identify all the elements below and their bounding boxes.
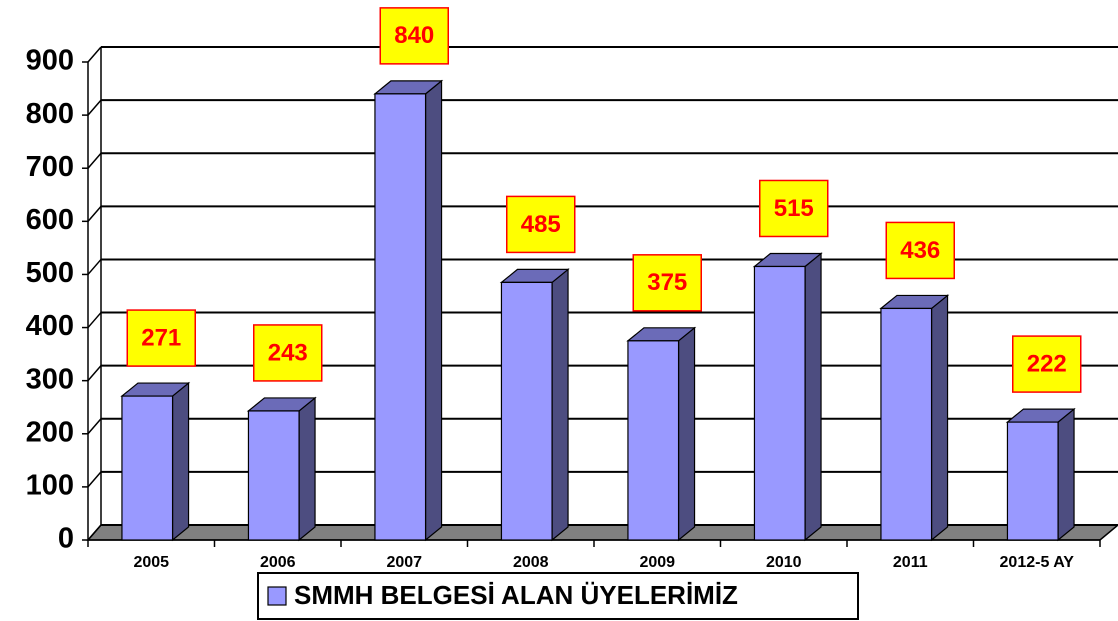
- legend-swatch: [267, 586, 287, 606]
- bar-front: [627, 340, 680, 541]
- value-label-box: [632, 254, 702, 312]
- y-tick-label: 100: [26, 470, 74, 502]
- x-tick-label: 2010: [766, 554, 802, 571]
- grid-diagonal: [87, 205, 102, 222]
- bar-front: [374, 93, 427, 541]
- bar-side: [298, 396, 316, 542]
- bar: [626, 326, 697, 542]
- bar-side: [1057, 407, 1075, 542]
- bar-front: [500, 281, 553, 541]
- grid-diagonal: [87, 418, 102, 435]
- bar-front: [753, 265, 806, 541]
- floor: [86, 524, 1118, 541]
- legend-box: [257, 572, 859, 620]
- value-label: 222: [1027, 350, 1067, 377]
- value-label-box: [126, 309, 196, 367]
- value-label-box: [759, 179, 829, 238]
- value-label-box: [253, 324, 323, 382]
- x-tick-label: 2012-5 AY: [1000, 554, 1075, 571]
- y-tick-label: 0: [58, 523, 74, 555]
- grid-diagonal: [87, 46, 102, 63]
- legend-label: SMMH BELGESİ ALAN ÜYELERİMİZ: [294, 580, 738, 610]
- y-tick-label: 700: [26, 151, 74, 183]
- bar-side: [424, 79, 443, 542]
- grid-diagonal: [87, 471, 102, 488]
- value-label-box: [379, 7, 449, 65]
- grid-diagonal: [87, 152, 102, 169]
- bar: [120, 381, 191, 542]
- bar-side: [930, 294, 949, 542]
- y-tick-label: 800: [26, 98, 74, 130]
- bar-side: [677, 326, 696, 542]
- bar: [246, 396, 317, 542]
- grid-diagonal: [87, 524, 102, 541]
- x-tick-label: 2009: [639, 554, 675, 571]
- value-label: 485: [521, 211, 561, 238]
- value-label: 515: [774, 195, 814, 222]
- grid-diagonal: [87, 258, 102, 275]
- grid-diagonal: [87, 365, 102, 382]
- bar: [499, 268, 570, 542]
- value-label: 243: [268, 339, 308, 366]
- bar: [1005, 407, 1076, 542]
- bar-side: [804, 252, 822, 542]
- bar-front: [1006, 421, 1059, 541]
- value-label: 840: [394, 22, 434, 49]
- y-tick-label: 400: [26, 310, 74, 342]
- value-label-box: [506, 195, 576, 254]
- bar: [752, 252, 823, 542]
- bar-side: [551, 268, 569, 542]
- x-tick-label: 2006: [260, 554, 296, 571]
- y-tick-label: 300: [26, 363, 74, 395]
- bar-front: [121, 395, 174, 541]
- bar: [373, 79, 444, 542]
- bar: [879, 294, 950, 542]
- x-tick-label: 2007: [386, 554, 422, 571]
- x-tick-label: 2005: [133, 554, 169, 571]
- y-tick-label: 900: [26, 45, 74, 77]
- grid-diagonal: [87, 99, 102, 116]
- x-tick-label: 2011: [893, 554, 928, 571]
- x-tick-label: 2008: [513, 554, 549, 571]
- bar-front: [880, 307, 933, 541]
- y-tick-label: 500: [26, 257, 74, 289]
- value-label: 436: [900, 237, 940, 264]
- grid-diagonal: [87, 312, 102, 329]
- bar-side: [171, 381, 190, 542]
- y-tick-label: 200: [26, 416, 74, 448]
- y-tick-label: 600: [26, 204, 74, 236]
- value-label-box: [885, 221, 955, 280]
- bar-front: [247, 410, 300, 541]
- value-label: 375: [647, 269, 687, 296]
- value-label-box: [1012, 335, 1082, 393]
- value-label: 271: [141, 324, 181, 351]
